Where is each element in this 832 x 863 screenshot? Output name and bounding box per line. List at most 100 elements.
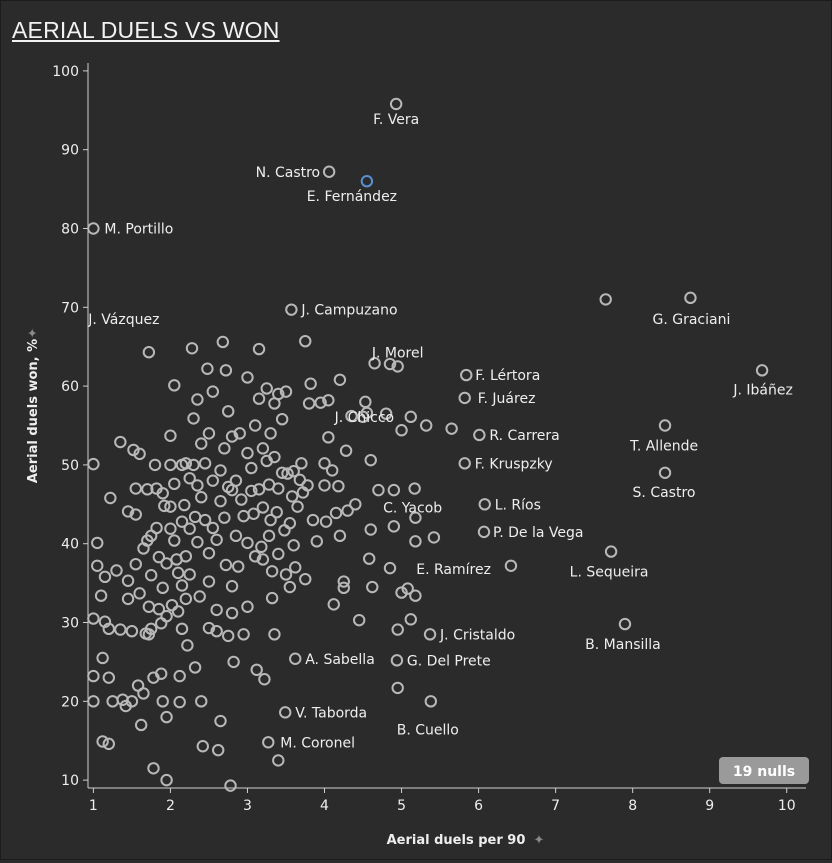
- data-point: [198, 457, 212, 470]
- data-point: [165, 598, 179, 612]
- data-point: [391, 681, 404, 695]
- data-point: [216, 335, 230, 349]
- data-point: [404, 410, 417, 424]
- y-tick-label: 90: [61, 143, 79, 159]
- data-point: [356, 410, 370, 424]
- data-point: [329, 506, 343, 520]
- data-point: [196, 740, 209, 753]
- point-label: V. Taborda: [295, 705, 367, 721]
- data-point: [684, 291, 697, 305]
- data-point: [326, 464, 339, 477]
- data-point: [409, 535, 422, 548]
- data-point: [270, 505, 283, 519]
- data-point: [265, 591, 279, 605]
- data-point: [322, 165, 336, 178]
- data-point: [201, 362, 214, 375]
- data-point: [333, 529, 347, 543]
- data-point: [278, 524, 291, 537]
- point-label: F. Juárez: [478, 391, 536, 407]
- data-point: [391, 623, 404, 636]
- data-point: [225, 580, 239, 593]
- point-label: L. Ríos: [495, 497, 541, 513]
- data-point: [210, 533, 223, 546]
- data-point: [87, 695, 100, 708]
- point-label: B. Cuello: [397, 722, 459, 738]
- point-label: E. Ramírez: [416, 562, 491, 578]
- data-point: [618, 617, 632, 631]
- data-point: [160, 710, 173, 724]
- y-tick-label: 50: [61, 458, 79, 474]
- data-point: [327, 598, 340, 611]
- data-point: [87, 612, 100, 625]
- data-point: [387, 483, 401, 497]
- data-point: [106, 695, 119, 708]
- data-point: [202, 575, 216, 588]
- data-point: [237, 628, 250, 641]
- data-point: [256, 553, 270, 566]
- data-point: [152, 602, 166, 616]
- point-label: F. Kruspzky: [475, 456, 553, 472]
- point-label: C. Yacob: [383, 501, 442, 517]
- y-tick-label: 100: [52, 64, 79, 80]
- data-point: [150, 521, 163, 535]
- data-point: [285, 303, 298, 316]
- data-point: [171, 605, 185, 618]
- data-point: [164, 458, 177, 472]
- data-point: [395, 424, 408, 437]
- data-point: [241, 371, 254, 384]
- data-point: [183, 472, 196, 485]
- point-label: M. Portillo: [104, 221, 173, 237]
- data-point: [310, 535, 324, 548]
- data-point: [160, 557, 173, 570]
- data-point: [599, 293, 612, 306]
- data-point: [225, 606, 239, 620]
- data-point: [409, 589, 422, 602]
- data-point: [352, 613, 366, 627]
- data-point: [98, 570, 112, 584]
- data-point: [364, 523, 377, 536]
- data-point: [183, 522, 196, 535]
- data-point: [478, 498, 491, 511]
- data-point: [141, 483, 154, 496]
- data-point: [147, 762, 160, 775]
- y-axis-title: Aerial duels won, %: [26, 339, 41, 483]
- x-tick-label: 8: [628, 798, 637, 814]
- data-point: [96, 651, 109, 665]
- data-point: [477, 525, 491, 539]
- data-point: [219, 364, 233, 377]
- data-point: [179, 592, 193, 606]
- data-point: [409, 511, 422, 524]
- data-point: [260, 382, 273, 395]
- data-point: [187, 412, 200, 425]
- data-point: [333, 373, 347, 386]
- data-point: [185, 342, 199, 355]
- point-label: A. Sabella: [305, 652, 375, 668]
- data-point: [248, 419, 262, 432]
- data-point: [206, 521, 220, 535]
- data-point: [202, 546, 216, 560]
- data-point: [175, 515, 189, 528]
- point-label: S. Castro: [633, 485, 696, 501]
- data-point: [755, 364, 769, 377]
- data-point: [121, 592, 135, 606]
- data-point: [252, 392, 266, 405]
- data-point: [233, 427, 246, 440]
- data-point: [245, 484, 258, 498]
- data-point: [304, 377, 317, 390]
- point-label: J. Morel: [371, 345, 424, 361]
- data-point: [102, 622, 116, 636]
- data-point: [287, 465, 300, 478]
- point-label: J. Ibáñez: [732, 382, 792, 398]
- y-tick-label: 40: [61, 537, 79, 553]
- data-point: [144, 622, 158, 636]
- data-point: [114, 435, 127, 449]
- data-point: [114, 623, 127, 636]
- data-point: [281, 467, 294, 480]
- data-point: [252, 342, 266, 356]
- data-point: [264, 513, 277, 527]
- nulls-badge: [719, 757, 809, 784]
- data-point: [87, 222, 100, 235]
- data-point: [102, 737, 116, 751]
- data-point: [104, 491, 117, 505]
- y-tick-label: 30: [61, 616, 79, 632]
